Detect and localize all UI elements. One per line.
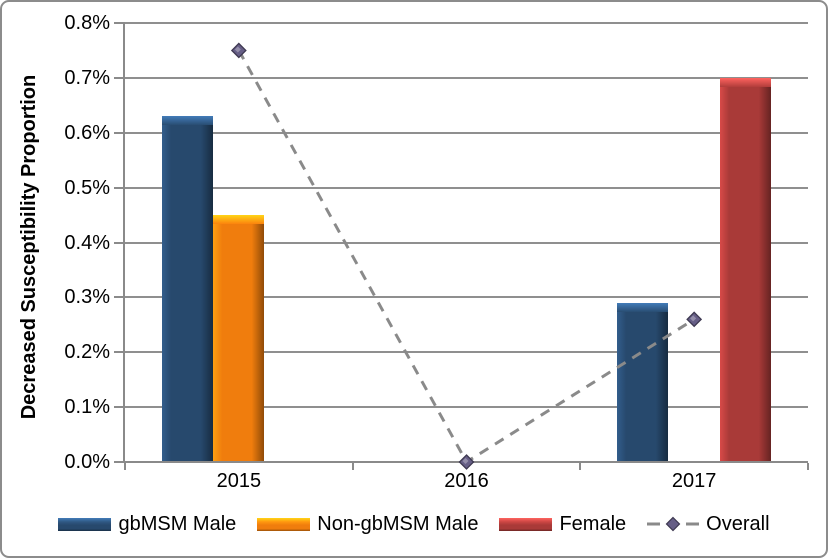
- gridline: [125, 186, 808, 189]
- x-tick-label: 2015: [216, 470, 262, 492]
- x-axis-line: [125, 461, 808, 463]
- overall-diamond-marker: [230, 42, 247, 59]
- x-tick-mark: [807, 463, 809, 470]
- y-tick-label: 0.3%: [64, 286, 110, 309]
- legend-item-non-gbmsm-male: Non-gbMSM Male: [257, 511, 478, 537]
- y-tick-label: 0.5%: [64, 176, 110, 199]
- legend-diamond-icon: [665, 516, 681, 532]
- legend-item-female: Female: [499, 511, 626, 537]
- x-tick-mark: [579, 463, 582, 470]
- y-tick-mark: [114, 406, 125, 409]
- diamond-highlight: [690, 315, 697, 322]
- legend-label-female: Female: [559, 513, 627, 535]
- bar-gbmsm-male: [617, 302, 669, 462]
- legend-label-overall: Overall: [706, 513, 770, 535]
- bar-bevel-highlight: [213, 215, 265, 225]
- gridline: [125, 22, 808, 24]
- y-tick-mark: [114, 22, 125, 24]
- y-tick-mark: [114, 131, 125, 134]
- bar-bevel-highlight: [161, 116, 213, 126]
- legend-swatch-female: [499, 517, 553, 531]
- bar-bevel-highlight: [720, 77, 772, 87]
- diamond-highlight: [234, 46, 241, 53]
- y-tick-label: 0.7%: [64, 66, 110, 89]
- overall-diamond-marker: [686, 311, 703, 328]
- x-tick-mark: [351, 463, 354, 470]
- bar-female: [720, 77, 772, 462]
- y-tick-mark: [114, 296, 125, 299]
- y-tick-mark: [114, 351, 125, 354]
- bar-bevel-highlight: [617, 302, 669, 312]
- x-tick-label: 2016: [444, 470, 489, 492]
- y-tick-mark: [114, 241, 125, 244]
- y-tick-label: 0.4%: [64, 231, 110, 254]
- y-tick-label: 0.1%: [64, 396, 110, 419]
- bar-non-gbmsm-male: [213, 215, 265, 462]
- legend-swatch-non-gbmsm-male: [257, 517, 311, 531]
- legend: gbMSM Male Non-gbMSM Male Female Overall: [2, 511, 826, 537]
- legend-label-gbmsm-male: gbMSM Male: [118, 513, 237, 535]
- gridline: [125, 76, 808, 79]
- y-tick-label: 0.8%: [64, 12, 110, 34]
- x-tick-label: 2017: [671, 470, 717, 492]
- y-tick-label: 0.6%: [64, 121, 110, 144]
- x-tick-mark: [124, 463, 126, 470]
- y-tick-mark: [114, 186, 125, 189]
- gridline: [125, 131, 808, 134]
- legend-label-non-gbmsm-male: Non-gbMSM Male: [317, 513, 479, 535]
- y-tick-label: 0.0%: [64, 451, 110, 473]
- y-tick-mark: [114, 76, 125, 79]
- y-tick-label: 0.2%: [64, 341, 110, 364]
- legend-swatch-gbmsm-male: [58, 517, 112, 531]
- legend-item-gbmsm-male: gbMSM Male: [58, 511, 236, 537]
- legend-item-overall: Overall: [647, 511, 770, 537]
- y-tick-mark: [114, 461, 125, 463]
- overall-line-icon: [647, 516, 700, 532]
- bar-gbmsm-male: [161, 116, 213, 462]
